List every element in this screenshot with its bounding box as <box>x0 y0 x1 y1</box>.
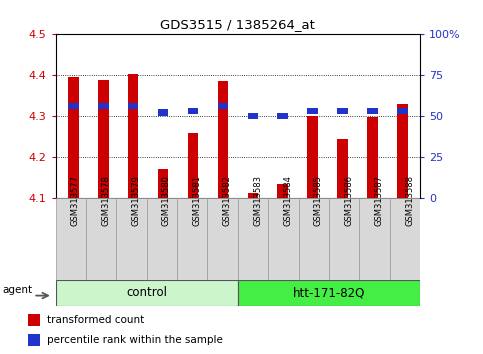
Bar <box>367 117 378 198</box>
Text: GSM313577: GSM313577 <box>71 175 80 226</box>
Bar <box>218 81 228 198</box>
Text: GSM313585: GSM313585 <box>314 175 323 226</box>
Bar <box>329 198 359 280</box>
Bar <box>28 334 40 346</box>
Bar <box>188 108 199 114</box>
Bar <box>397 108 408 114</box>
Bar <box>128 74 139 198</box>
Bar <box>68 77 79 198</box>
Bar <box>56 198 86 280</box>
Bar <box>128 103 139 109</box>
Text: agent: agent <box>3 285 33 295</box>
Text: GSM313586: GSM313586 <box>344 175 353 226</box>
Bar <box>68 103 79 109</box>
Bar <box>337 108 348 114</box>
Bar <box>158 109 169 116</box>
Bar <box>158 170 169 198</box>
Bar <box>177 198 208 280</box>
Bar <box>307 108 318 114</box>
Text: GSM313581: GSM313581 <box>192 175 201 226</box>
Text: transformed count: transformed count <box>47 315 144 325</box>
Text: GSM313582: GSM313582 <box>223 175 232 226</box>
Bar <box>397 104 408 198</box>
Text: percentile rank within the sample: percentile rank within the sample <box>47 335 223 345</box>
Bar <box>218 103 228 109</box>
Bar <box>28 314 40 326</box>
Text: GSM313583: GSM313583 <box>253 175 262 226</box>
Bar <box>307 116 318 198</box>
Text: htt-171-82Q: htt-171-82Q <box>293 286 365 299</box>
Bar <box>98 80 109 198</box>
Text: control: control <box>126 286 167 299</box>
Bar <box>188 133 199 198</box>
Bar <box>277 184 288 198</box>
Bar <box>238 280 420 306</box>
Bar <box>359 198 390 280</box>
Bar <box>98 103 109 109</box>
Text: GSM313587: GSM313587 <box>375 175 384 226</box>
Bar <box>147 198 177 280</box>
Bar <box>390 198 420 280</box>
Text: GSM313578: GSM313578 <box>101 175 110 226</box>
Bar <box>116 198 147 280</box>
Bar <box>56 280 238 306</box>
Bar <box>277 113 288 119</box>
Bar <box>248 113 258 119</box>
Bar <box>208 198 238 280</box>
Bar <box>248 193 258 198</box>
Text: GSM313588: GSM313588 <box>405 175 414 226</box>
Bar <box>86 198 116 280</box>
Bar <box>298 198 329 280</box>
Text: GSM313580: GSM313580 <box>162 175 171 226</box>
Bar <box>367 108 378 114</box>
Bar <box>337 139 348 198</box>
Text: GSM313579: GSM313579 <box>131 175 141 226</box>
Bar <box>268 198 298 280</box>
Text: GSM313584: GSM313584 <box>284 175 293 226</box>
Title: GDS3515 / 1385264_at: GDS3515 / 1385264_at <box>160 18 315 31</box>
Bar <box>238 198 268 280</box>
